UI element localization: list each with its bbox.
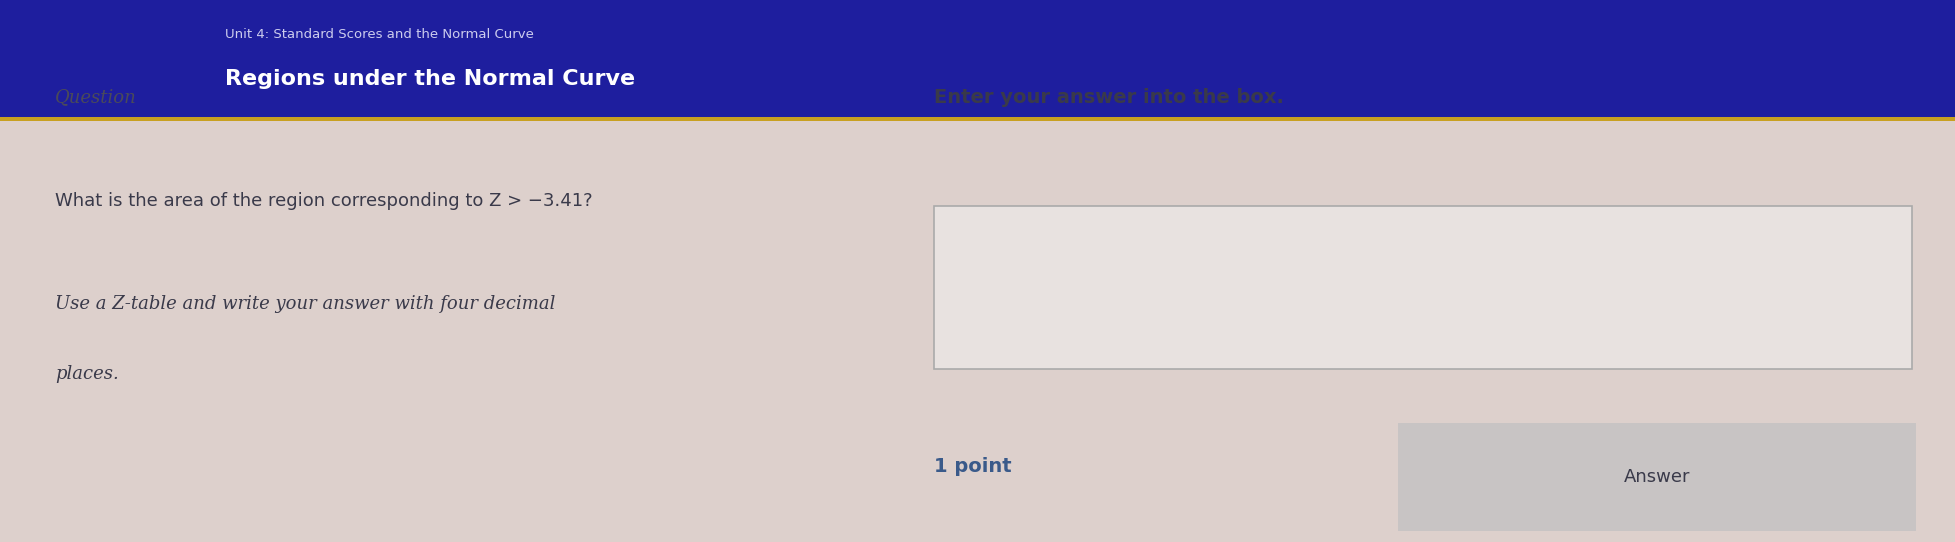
Text: Answer: Answer xyxy=(1623,468,1691,486)
Bar xyxy=(0,0,1955,117)
Text: Enter your answer into the box.: Enter your answer into the box. xyxy=(934,88,1284,107)
Bar xyxy=(1398,423,1916,531)
Text: places.: places. xyxy=(55,365,119,383)
Bar xyxy=(0,117,1955,121)
Text: Question: Question xyxy=(55,88,137,107)
Text: 1 point: 1 point xyxy=(934,456,1013,476)
Text: Unit 4: Standard Scores and the Normal Curve: Unit 4: Standard Scores and the Normal C… xyxy=(225,29,534,41)
Bar xyxy=(934,206,1912,369)
Text: Regions under the Normal Curve: Regions under the Normal Curve xyxy=(225,69,635,89)
Text: Use a Z-table and write your answer with four decimal: Use a Z-table and write your answer with… xyxy=(55,294,555,313)
Text: What is the area of the region corresponding to Z > −3.41?: What is the area of the region correspon… xyxy=(55,191,592,210)
